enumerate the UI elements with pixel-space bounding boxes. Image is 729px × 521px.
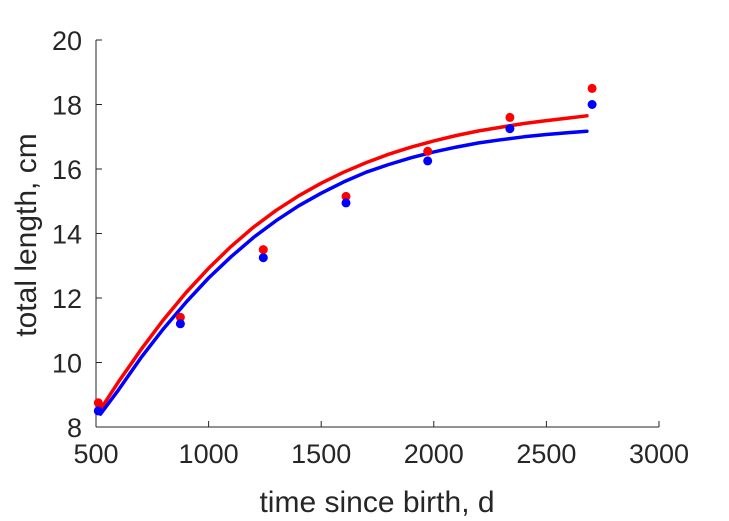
data-point <box>587 100 597 109</box>
y-axis-label: total length, cm <box>10 133 43 336</box>
fit-line <box>98 129 589 416</box>
y-tick-label: 18 <box>52 91 82 121</box>
data-point <box>505 112 515 122</box>
data-points <box>93 83 597 416</box>
data-point <box>341 198 351 208</box>
data-point <box>423 146 433 156</box>
x-axis-label: time since birth, d <box>259 486 494 519</box>
y-tick-label: 14 <box>52 220 82 250</box>
axes: 500 1000 1500 2000 2500 3000 8 10 12 14 16 18 20 <box>52 26 689 469</box>
x-tick-label: 3000 <box>629 439 689 469</box>
data-point <box>93 406 103 416</box>
fit-line <box>98 114 589 412</box>
x-tick-label: 2000 <box>404 439 464 469</box>
y-tick-label: 10 <box>52 349 82 379</box>
x-tick-label: 1500 <box>291 439 351 469</box>
y-tick-label: 20 <box>52 26 82 56</box>
data-point <box>93 398 103 408</box>
data-point <box>258 253 268 263</box>
y-tick-label: 16 <box>52 155 82 185</box>
data-point <box>341 191 351 201</box>
data-point <box>587 83 597 93</box>
x-tick-label: 2500 <box>516 439 576 469</box>
data-point <box>505 124 515 134</box>
data-point <box>423 156 433 166</box>
x-tick-label: 1000 <box>179 439 239 469</box>
y-tick-label: 8 <box>67 413 82 443</box>
fit-curves <box>98 114 589 416</box>
y-tick-label: 12 <box>52 284 82 314</box>
data-point <box>258 245 268 255</box>
x-tick-label: 500 <box>73 439 118 469</box>
data-point <box>175 312 185 322</box>
data-point <box>175 319 185 329</box>
